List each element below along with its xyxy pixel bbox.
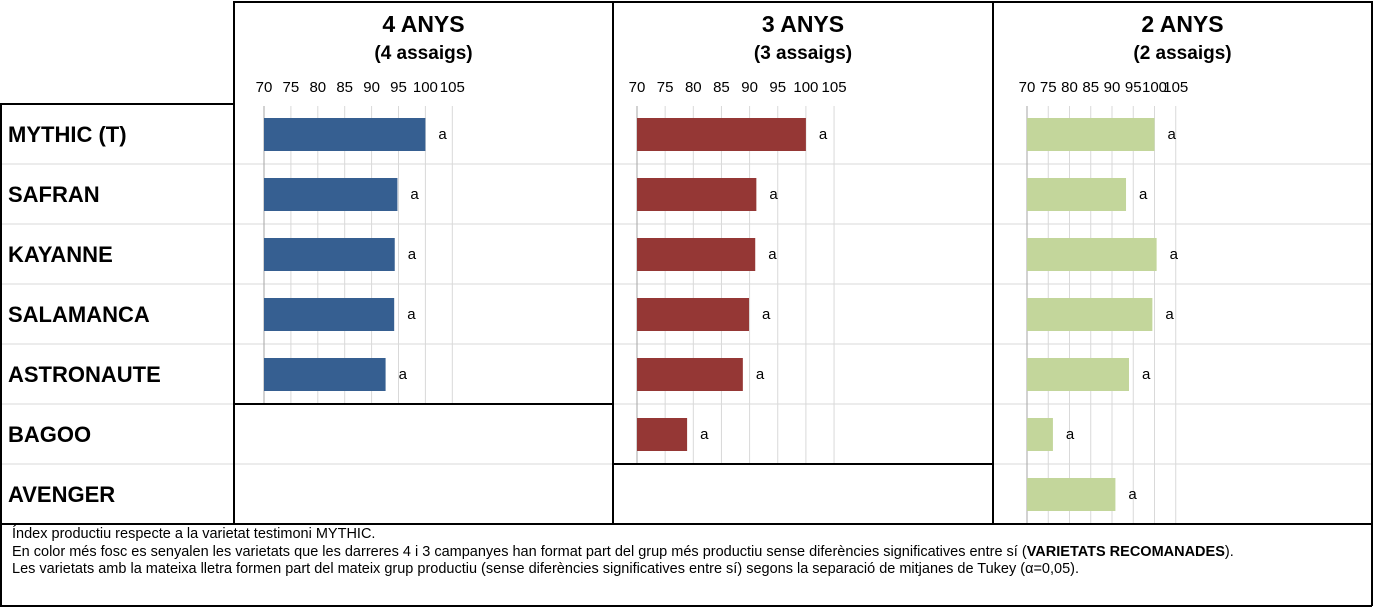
bar-group-label: a [768,246,777,263]
x-tick-label: 80 [685,79,702,96]
category-label: ASTRONAUTE [8,362,161,387]
category-label: SALAMANCA [8,302,150,327]
recommended-varieties-label: VARIETATS RECOMANADES [1026,543,1225,560]
bar [637,418,688,451]
bar-group-label: a [769,186,778,203]
footnote-line-2-end: ). [1224,543,1234,560]
x-tick-label: 70 [1019,79,1036,96]
category-label: BAGOO [8,422,91,447]
bar [637,118,806,151]
x-tick-label: 75 [1040,79,1057,96]
category-label: MYTHIC (T) [8,122,127,147]
panel-subtitle: (4 assaigs) [374,43,472,64]
x-tick-label: 70 [256,79,273,96]
bar [637,178,757,211]
x-tick-label: 80 [309,79,326,96]
x-tick-label: 95 [769,79,786,96]
panel-border [612,1,994,465]
bar-group-label: a [1165,306,1174,323]
x-tick-label: 105 [822,79,847,96]
x-tick-label: 90 [363,79,380,96]
footnote: Índex productiu respecte a la varietat t… [12,526,1360,579]
bar-group-label: a [407,306,416,323]
bar-group-label: a [819,126,828,143]
x-tick-label: 100 [793,79,818,96]
panel-title: 4 ANYS [382,11,464,37]
footnote-line-3: Les varietats amb la mateixa lletra form… [12,561,1080,577]
bar-group-label: a [1142,366,1151,383]
panel-title: 2 ANYS [1141,11,1223,37]
bar-group-label: a [410,186,419,203]
x-tick-label: 105 [1163,79,1188,96]
x-tick-label: 85 [713,79,730,96]
x-tick-label: 85 [1082,79,1099,96]
x-tick-label: 90 [741,79,758,96]
bar [637,298,750,331]
bar-group-label: a [756,366,765,383]
x-tick-label: 85 [336,79,353,96]
bar [1027,298,1153,331]
category-label: SAFRAN [8,182,100,207]
x-tick-label: 75 [283,79,300,96]
bar [637,238,756,271]
footnote-line-1: Índex productiu respecte a la varietat t… [12,526,376,542]
x-tick-label: 70 [629,79,646,96]
bar-group-label: a [1128,486,1137,503]
bar-layer [264,118,1157,511]
bar-group-label: a [700,426,709,443]
category-label: KAYANNE [8,242,113,267]
bar [264,238,395,271]
bar-group-label: a [1168,126,1177,143]
bar [1027,358,1129,391]
panel-subtitle: (2 assaigs) [1133,43,1231,64]
bar-group-label: a [762,306,771,323]
x-tick-label: 95 [1125,79,1142,96]
bar-group-label: a [438,126,447,143]
bar [1027,418,1053,451]
category-label: AVENGER [8,482,115,507]
bar [1027,478,1116,511]
bar-group-label: a [1170,246,1179,263]
panel-subtitle: (3 assaigs) [754,43,852,64]
bar [264,358,386,391]
bar [1027,118,1155,151]
bar-group-label: a [1139,186,1148,203]
bar [1027,238,1157,271]
panel-title: 3 ANYS [762,11,844,37]
bar-group-label: a [408,246,417,263]
bar-group-label: a [399,366,408,383]
x-tick-label: 75 [657,79,674,96]
x-tick-label: 105 [440,79,465,96]
x-tick-label: 100 [1142,79,1167,96]
bar [637,358,743,391]
bar [264,118,426,151]
empty-cell-border [612,463,994,525]
x-tick-label: 95 [390,79,407,96]
bar [1027,178,1127,211]
footnote-line-2: En color més fosc es senyalen les variet… [12,544,1360,562]
bar-group-label: a [1066,426,1075,443]
text-layer: 4 ANYS(4 assaigs)70 75 80 85 90 95 100 105aaaaa… [8,11,1232,507]
footnote-line-2-text: En color més fosc es senyalen les variet… [12,543,1027,560]
bar [264,298,395,331]
x-tick-label: 100 [413,79,438,96]
bar [264,178,398,211]
x-tick-label: 90 [1104,79,1121,96]
x-tick-label: 80 [1061,79,1078,96]
